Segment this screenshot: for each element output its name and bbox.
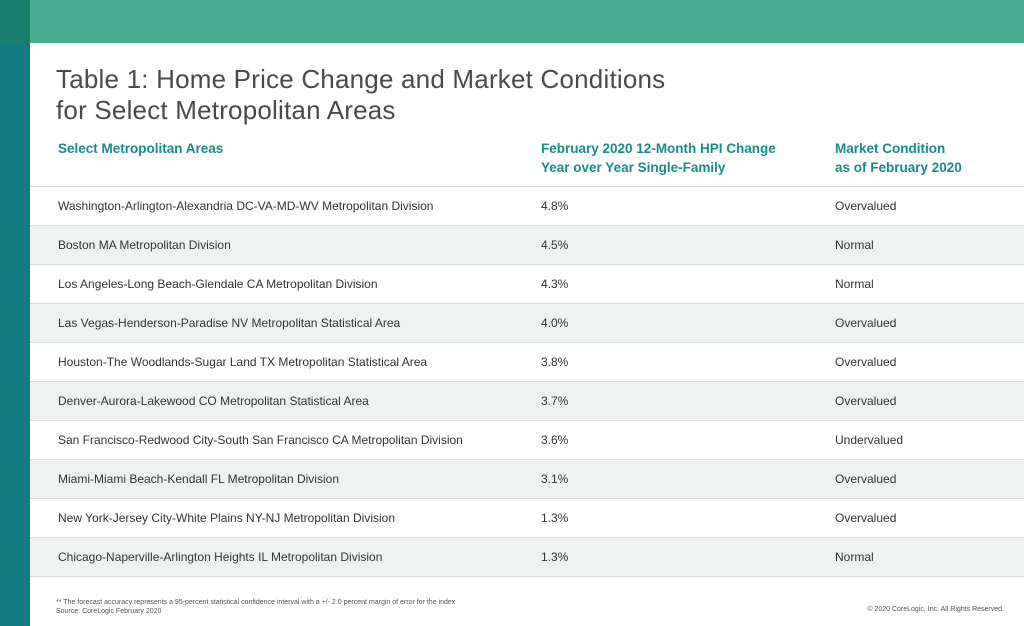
header-hpi-line-1: February 2020 12-Month HPI Change	[541, 141, 776, 156]
cell-hpi: 1.3%	[541, 550, 569, 564]
cell-condition: Overvalued	[835, 394, 897, 408]
table-row: Los Angeles-Long Beach-Glendale CA Metro…	[30, 264, 1024, 303]
table-row: Denver-Aurora-Lakewood CO Metropolitan S…	[30, 381, 1024, 420]
data-table: Washington-Arlington-Alexandria DC-VA-MD…	[30, 186, 1024, 577]
cell-condition: Overvalued	[835, 511, 897, 525]
header-hpi: February 2020 12-Month HPI Change Year o…	[541, 139, 821, 177]
table-row: New York-Jersey City-White Plains NY-NJ …	[30, 498, 1024, 537]
cell-condition: Normal	[835, 238, 874, 252]
cell-area: Miami-Miami Beach-Kendall FL Metropolita…	[58, 472, 339, 486]
cell-hpi: 4.0%	[541, 316, 569, 330]
cell-hpi: 4.3%	[541, 277, 569, 291]
cell-area: Denver-Aurora-Lakewood CO Metropolitan S…	[58, 394, 369, 408]
copyright: © 2020 CoreLogic, Inc. All Rights Reserv…	[867, 606, 1004, 613]
table-row: Houston-The Woodlands-Sugar Land TX Metr…	[30, 342, 1024, 381]
top-banner-accent	[0, 0, 30, 43]
cell-hpi: 1.3%	[541, 511, 569, 525]
cell-condition: Overvalued	[835, 316, 897, 330]
header-hpi-line-2: Year over Year Single-Family	[541, 160, 726, 175]
cell-hpi: 4.8%	[541, 199, 569, 213]
table-row: Washington-Arlington-Alexandria DC-VA-MD…	[30, 186, 1024, 225]
cell-condition: Overvalued	[835, 199, 897, 213]
table-row: Chicago-Naperville-Arlington Heights IL …	[30, 537, 1024, 577]
cell-hpi: 4.5%	[541, 238, 569, 252]
table-row: Las Vegas-Henderson-Paradise NV Metropol…	[30, 303, 1024, 342]
cell-area: Los Angeles-Long Beach-Glendale CA Metro…	[58, 277, 378, 291]
cell-hpi: 3.8%	[541, 355, 569, 369]
footnote: ** The forecast accuracy represents a 95…	[56, 598, 455, 616]
cell-area: Washington-Arlington-Alexandria DC-VA-MD…	[58, 199, 434, 213]
table-row: San Francisco-Redwood City-South San Fra…	[30, 420, 1024, 459]
header-condition-line-2: as of February 2020	[835, 160, 962, 175]
cell-area: Las Vegas-Henderson-Paradise NV Metropol…	[58, 316, 401, 330]
title-line-2: for Select Metropolitan Areas	[56, 95, 396, 125]
table-title: Table 1: Home Price Change and Market Co…	[56, 64, 756, 126]
title-line-1: Table 1: Home Price Change and Market Co…	[56, 64, 666, 94]
top-banner	[0, 0, 1024, 43]
cell-condition: Undervalued	[835, 433, 904, 447]
cell-area: New York-Jersey City-White Plains NY-NJ …	[58, 511, 396, 525]
table-row: Boston MA Metropolitan Division 4.5% Norma…	[30, 225, 1024, 264]
cell-area: San Francisco-Redwood City-South San Fra…	[58, 433, 463, 447]
cell-hpi: 3.1%	[541, 472, 569, 486]
cell-area: Boston MA Metropolitan Division	[58, 238, 231, 252]
cell-condition: Overvalued	[835, 355, 897, 369]
header-condition-line-1: Market Condition	[835, 141, 946, 156]
cell-area: Houston-The Woodlands-Sugar Land TX Metr…	[58, 355, 428, 369]
cell-area: Chicago-Naperville-Arlington Heights IL …	[58, 550, 383, 564]
left-accent-strip	[0, 43, 30, 626]
cell-condition: Normal	[835, 277, 874, 291]
cell-condition: Overvalued	[835, 472, 897, 486]
cell-condition: Normal	[835, 550, 874, 564]
header-area: Select Metropolitan Areas	[58, 141, 224, 156]
table-row: Miami-Miami Beach-Kendall FL Metropolita…	[30, 459, 1024, 498]
footnote-line-1: ** The forecast accuracy represents a 95…	[56, 599, 456, 606]
footnote-source: Source: CoreLogic February 2020	[56, 608, 162, 615]
cell-hpi: 3.6%	[541, 433, 569, 447]
cell-hpi: 3.7%	[541, 394, 569, 408]
header-condition: Market Condition as of February 2020	[835, 139, 1015, 177]
